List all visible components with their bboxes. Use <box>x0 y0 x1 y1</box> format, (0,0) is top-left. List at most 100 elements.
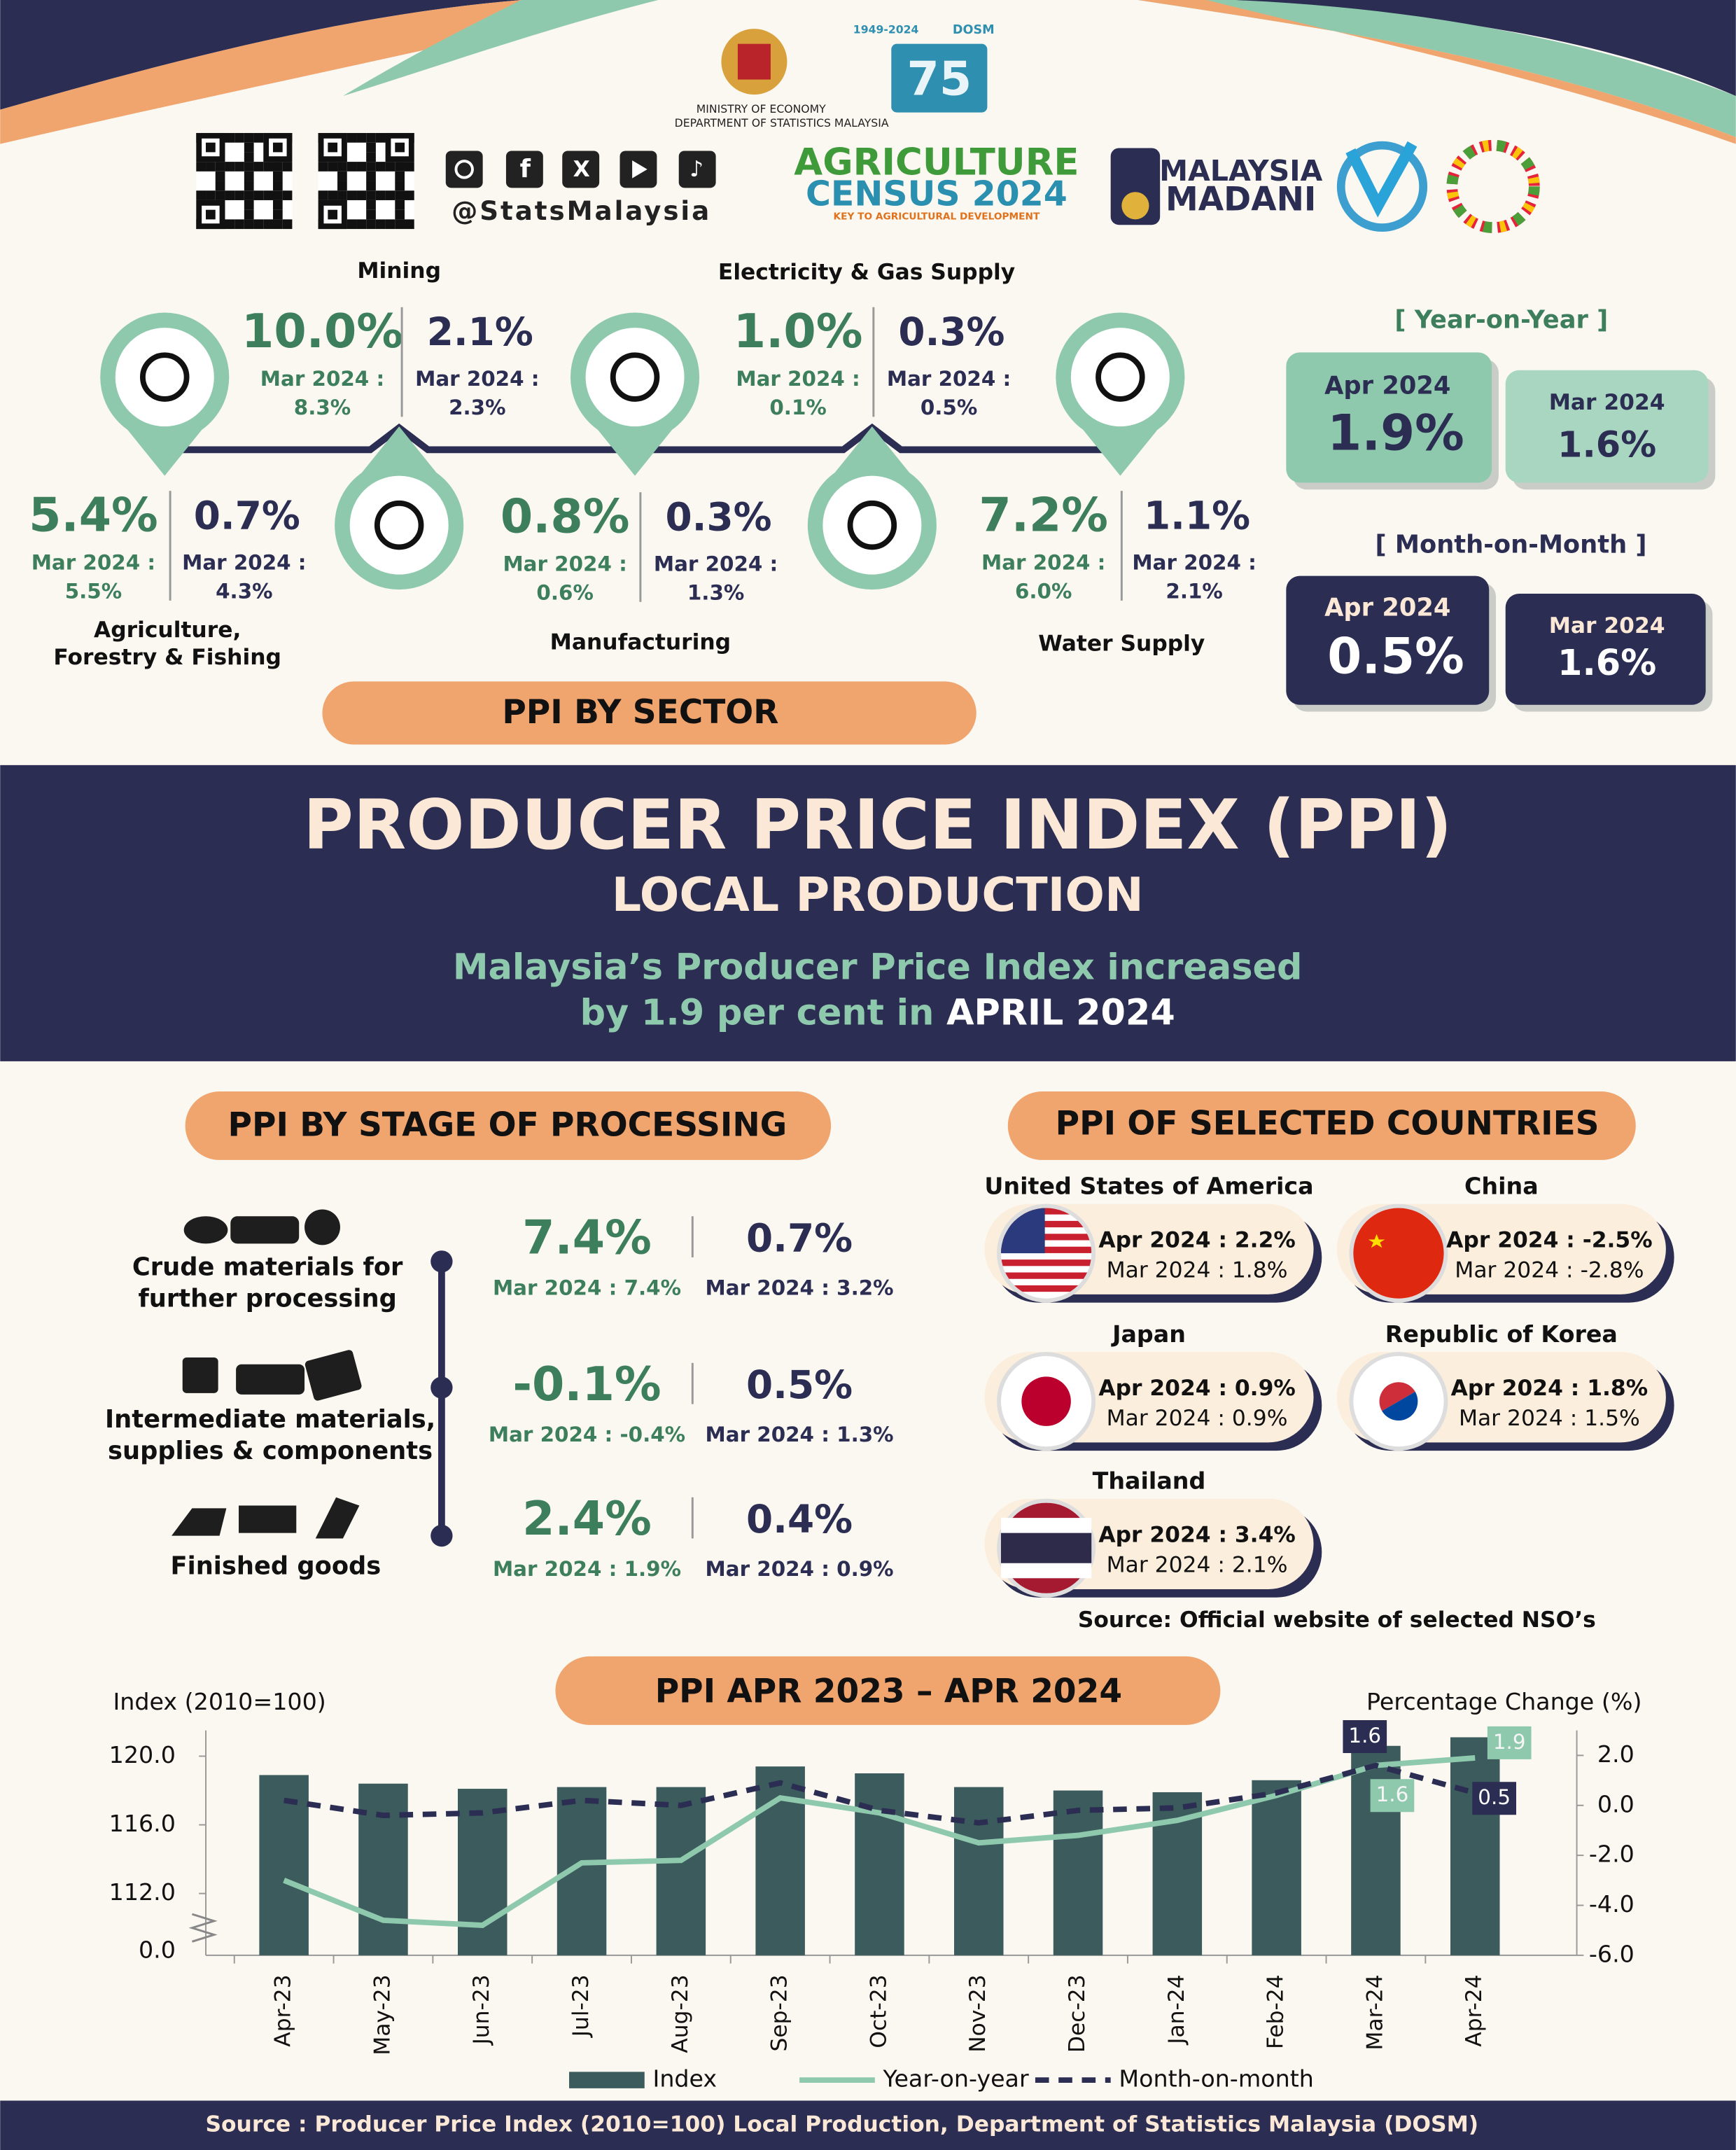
country-current: Apr 2024 : 2.2% <box>1098 1227 1295 1252</box>
dosm: DOSM <box>953 23 995 37</box>
y2-tick-label: 0.0 <box>1597 1790 1634 1817</box>
qr-code <box>196 162 206 172</box>
banner-summary: by 1.9 per cent in APRIL 2024 <box>580 992 1175 1033</box>
stage-mom-prev: Mar 2024 : 3.2% <box>706 1276 894 1300</box>
prev-label: Mar 2024 : <box>31 550 155 574</box>
stage-icons <box>172 1209 362 1539</box>
value-label: 1.9 <box>1493 1730 1526 1754</box>
pin-face <box>1070 328 1170 427</box>
value-label: 0.5 <box>1478 1785 1511 1809</box>
qr-code <box>346 219 357 230</box>
flag <box>1379 1382 1415 1411</box>
sector-mom-prev: 2.3% <box>449 396 505 419</box>
sdg-logo <box>1446 139 1540 233</box>
sector-yoy: 5.4% <box>29 487 158 542</box>
wave <box>1138 0 1736 137</box>
sector-yoy: 7.2% <box>979 487 1108 542</box>
ministry: MINISTRY OF ECONOMY <box>696 102 826 116</box>
stage-yoy: 7.4% <box>522 1210 652 1265</box>
qr-code <box>244 162 254 172</box>
banner-title: PRODUCER PRICE INDEX (PPI) <box>303 786 1452 865</box>
qr-code <box>395 209 405 220</box>
prev-label: Mar 2024 : <box>887 367 1011 391</box>
country-previous: Mar 2024 : 2.1% <box>1107 1553 1288 1578</box>
qr-code <box>272 219 283 230</box>
footer-source: Source : Producer Price Index (2010=100)… <box>205 2112 1478 2137</box>
qr-code <box>375 132 386 143</box>
country-name: Republic of Korea <box>1385 1320 1618 1348</box>
pin-icon <box>374 500 424 550</box>
sector-yoy-prev: 8.3% <box>294 396 351 419</box>
timeline-dot <box>430 1524 453 1547</box>
qr-code <box>215 171 225 181</box>
prev-label: Mar 2024 : <box>260 367 384 391</box>
qr-code <box>395 181 405 191</box>
qr-code <box>234 190 244 200</box>
svg-text:f: f <box>520 155 531 183</box>
banner-summary: Malaysia’s Producer Price Index increase… <box>453 947 1303 989</box>
pill <box>555 1656 1221 1725</box>
x-tick-label: Apr-23 <box>271 1974 296 2046</box>
flag <box>997 1498 1096 1598</box>
country-name: Thailand <box>1093 1467 1206 1495</box>
mom-previous-box <box>1505 594 1706 705</box>
qr-code <box>206 162 216 172</box>
pin-face <box>349 475 449 575</box>
flag <box>1000 1272 1092 1279</box>
qr-code <box>385 190 396 200</box>
flag <box>1000 1285 1092 1292</box>
qr-code <box>234 219 244 230</box>
x-tick-label: Aug-23 <box>668 1974 693 2053</box>
x-tick-label: Dec-23 <box>1065 1974 1090 2053</box>
headline-title: [ Year-on-Year ] <box>1394 305 1608 334</box>
sector-mom-prev: 2.1% <box>1166 580 1222 603</box>
stage-name: Intermediate materials, <box>105 1405 435 1434</box>
stage-mom: 0.4% <box>746 1497 853 1542</box>
pill <box>322 681 976 745</box>
sector-yoy-prev: 6.0% <box>1015 580 1072 603</box>
bar <box>1450 1737 1500 1955</box>
y2-tick-label: 2.0 <box>1597 1740 1634 1768</box>
sector-yoy: 10.0% <box>241 304 403 358</box>
qr-code <box>385 162 396 172</box>
x-tick-label: Apr-24 <box>1462 1974 1487 2046</box>
timeline-dot <box>430 1250 453 1273</box>
stage-mom: 0.7% <box>746 1216 853 1261</box>
bar <box>755 1766 805 1955</box>
qr-code <box>356 219 367 230</box>
value-label-box <box>1343 1720 1387 1754</box>
qr-code <box>244 219 254 230</box>
qr-code <box>395 171 405 181</box>
legend-label: Year-on-year <box>883 2065 1029 2093</box>
country-name: China <box>1464 1173 1539 1200</box>
x-tick-label: Jul-23 <box>568 1974 594 2038</box>
y2-tick-label: -4.0 <box>1589 1890 1634 1918</box>
qr-code <box>244 209 254 220</box>
qr-code <box>263 162 273 172</box>
bar <box>953 1787 1004 1955</box>
x-tick-label: Mar-24 <box>1362 1974 1387 2050</box>
qr-code <box>244 171 254 181</box>
qr-code <box>206 190 216 200</box>
qr-code <box>215 181 225 191</box>
bar <box>1351 1745 1401 1955</box>
qr-code <box>366 209 376 220</box>
bar <box>1053 1790 1103 1955</box>
country-current: Apr 2024 : 1.8% <box>1451 1376 1648 1401</box>
pin-icon <box>140 352 190 402</box>
country-name: United States of America <box>984 1173 1313 1200</box>
prev-label: Mar 2024 : <box>415 367 539 391</box>
qr-code <box>272 200 283 210</box>
qr-code <box>225 132 235 143</box>
madani: MADANI <box>1166 180 1316 218</box>
flag <box>1349 1352 1448 1451</box>
legend-label: Month-on-month <box>1119 2065 1313 2093</box>
logo <box>1345 141 1418 218</box>
flag <box>1349 1203 1448 1303</box>
footer <box>0 2100 1736 2150</box>
qr-code <box>244 142 254 153</box>
period: Apr 2024 <box>1324 371 1450 400</box>
sector-mom-prev: 4.3% <box>216 580 272 603</box>
qr-code <box>366 132 376 143</box>
flag <box>1000 1533 1092 1563</box>
